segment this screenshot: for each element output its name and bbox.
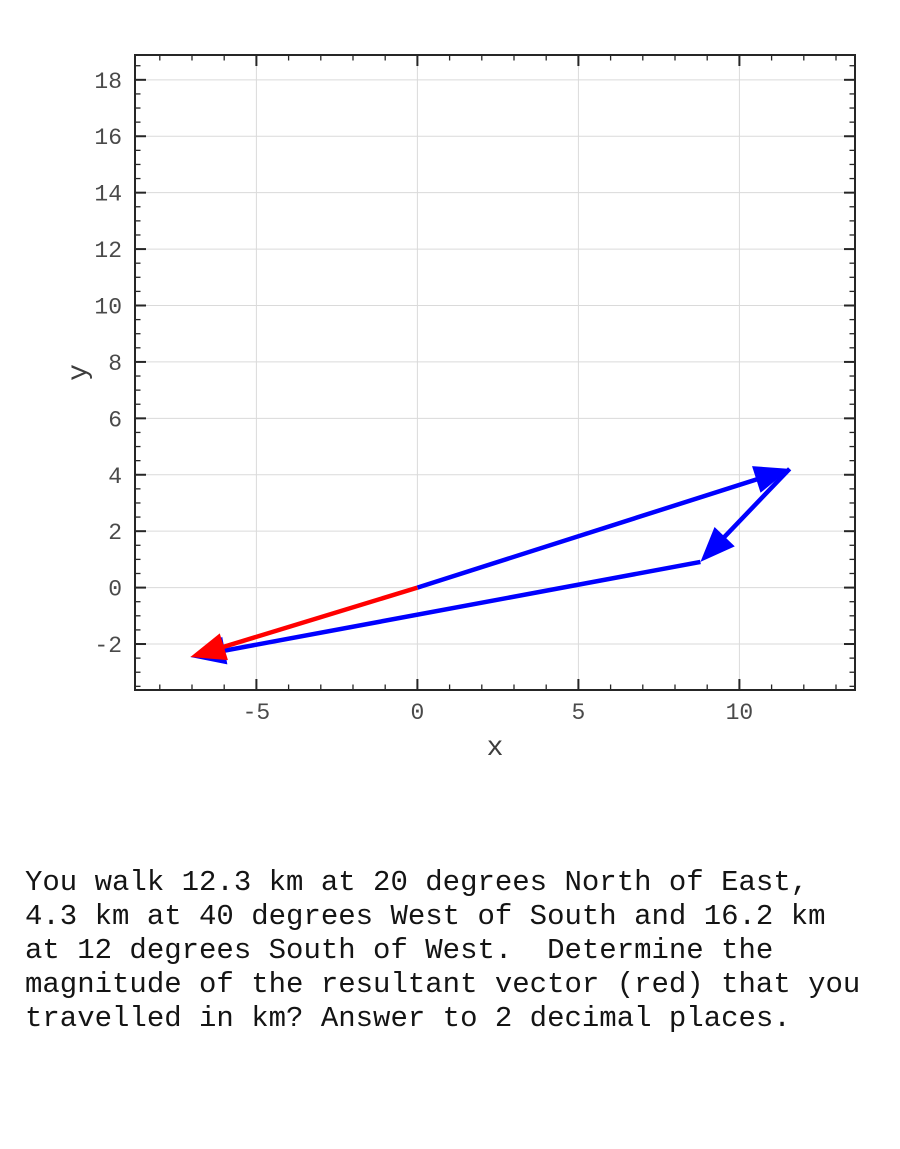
x-tick-label: 10 xyxy=(726,700,754,726)
x-tick-labels: -5 0 5 10 xyxy=(243,700,754,726)
vectors xyxy=(190,466,792,665)
walk-leg-3-shaft xyxy=(197,559,701,658)
walk-leg-1-shaft xyxy=(416,469,783,590)
y-tick-labels: -2 0 2 4 6 8 10 12 14 16 18 xyxy=(94,69,122,659)
resultant-arrowhead xyxy=(190,633,228,661)
y-tick-label: 10 xyxy=(94,295,122,321)
y-tick-label: 14 xyxy=(94,182,122,208)
walk-leg-2-arrowhead xyxy=(700,526,735,562)
problem-text: You walk 12.3 km at 20 degrees North of … xyxy=(25,866,861,1035)
x-tick-label: -5 xyxy=(243,700,271,726)
x-tick-label: 0 xyxy=(410,700,424,726)
x-axis-label: x xyxy=(487,733,504,764)
x-tick-label: 5 xyxy=(571,700,585,726)
y-tick-label: 8 xyxy=(108,351,122,377)
y-tick-label: 18 xyxy=(94,69,122,95)
vector-plot: -5 0 5 10 -2 0 2 4 6 8 10 12 14 16 18 x y xyxy=(64,54,856,764)
y-tick-label: 0 xyxy=(108,577,122,603)
y-tick-label: 16 xyxy=(94,125,122,151)
walk-leg-1-arrowhead xyxy=(752,466,790,493)
y-tick-label: 6 xyxy=(108,407,122,433)
y-tick-label: 2 xyxy=(108,520,122,546)
y-tick-label: 12 xyxy=(94,238,122,264)
gridlines xyxy=(135,55,855,690)
y-tick-label: -2 xyxy=(94,633,122,659)
vector-plot-figure: -5 0 5 10 -2 0 2 4 6 8 10 12 14 16 18 x y xyxy=(64,54,856,764)
resultant-shaft xyxy=(197,585,419,657)
y-tick-label: 4 xyxy=(108,464,122,490)
axis-ticks xyxy=(135,55,855,690)
y-axis-label: y xyxy=(64,364,95,381)
plot-frame xyxy=(134,54,856,691)
